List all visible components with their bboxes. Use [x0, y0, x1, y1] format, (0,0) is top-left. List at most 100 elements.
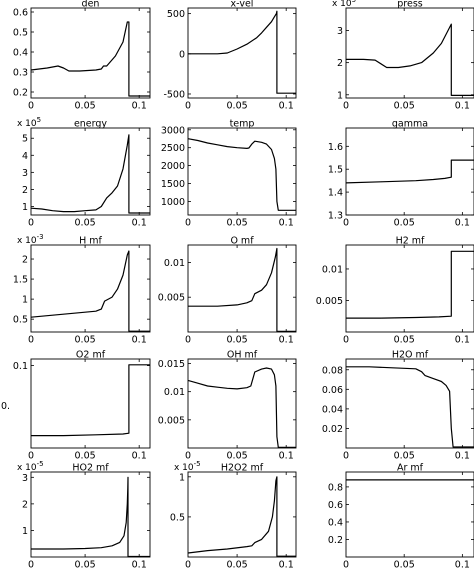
axes-frame-h2o2-mf — [187, 471, 297, 558]
panel-title-gamma: gamma — [392, 119, 428, 130]
ytick-label: 4 — [22, 151, 28, 162]
ytick-label: 3 — [22, 473, 28, 484]
xtick-label: 0.05 — [227, 218, 248, 229]
panel-title-h2o-mf: H2O mf — [392, 350, 429, 361]
xtick-label: 0.1 — [455, 101, 470, 112]
panel-title-energy: energy — [74, 119, 107, 130]
panel-title-den: den — [82, 0, 100, 10]
xtick-label: 0.05 — [394, 451, 415, 462]
xtick-label: 0.1 — [132, 218, 147, 229]
panel-title-h-mf: H mf — [79, 236, 102, 247]
series-line-o-mf — [188, 247, 296, 332]
xtick-label: 0 — [185, 218, 191, 229]
xtick-label: 0.1 — [455, 335, 470, 346]
panel-title-temp: temp — [230, 119, 255, 130]
xtick-label: 0 — [343, 560, 349, 568]
ytick-label: 0.6 — [328, 500, 343, 511]
series-line-h2o-mf — [346, 366, 474, 448]
xtick-label: 0.05 — [227, 335, 248, 346]
xtick-label: 0.05 — [75, 101, 96, 112]
axes-frame-gamma — [345, 127, 474, 216]
ytick-label: 2 — [22, 185, 28, 196]
xtick-label: 0.05 — [227, 451, 248, 462]
xtick-label: 0.05 — [75, 335, 96, 346]
series-line-oh-mf — [187, 367, 296, 448]
ytick-label: 1 — [337, 90, 343, 101]
xtick-label: 0.1 — [132, 560, 147, 568]
panel-title-oh-mf: OH mf — [227, 350, 258, 361]
panel-h2-mf: H2 mf 0.005 0.01 0.05 0.1 0 — [316, 236, 474, 346]
series-line-press — [346, 23, 474, 96]
series-line-h2-mf — [346, 250, 474, 319]
xtick-label: 0.1 — [132, 101, 147, 112]
xtick-label: 0 — [28, 101, 34, 112]
exponent-label-h2o2-mf: x 10-5 — [174, 460, 201, 473]
ytick-label: 0.005 — [316, 296, 343, 307]
ytick-label: -500 — [163, 89, 185, 100]
ytick-label: 0.01 — [322, 264, 343, 275]
axes-frame-press — [345, 7, 474, 99]
ytick-label: 1 — [22, 202, 28, 213]
ytick-label: 2 — [337, 58, 343, 69]
ytick-label: 0.4 — [328, 517, 343, 528]
panel-title-h2o2-mf: H2O2 mf — [221, 463, 264, 474]
ytick-label: 1.4 — [328, 188, 343, 199]
ytick-label: 0.015 — [158, 359, 185, 370]
xtick-label: 0 — [28, 560, 34, 568]
xtick-label: 0 — [28, 335, 34, 346]
ytick-label: 0.5 — [13, 28, 28, 39]
xtick-label: 0 — [343, 101, 349, 112]
axes-frame-den — [30, 7, 151, 99]
xtick-label: 0.05 — [227, 101, 248, 112]
ytick-label: 0.06 — [322, 385, 343, 396]
ytick-label: 0.5 — [170, 512, 185, 523]
panel-ar-mf: Ar mf 0.2 0.4 0.6 0.8 0.05 0.1 0 — [328, 463, 474, 568]
xtick-label: 0.1 — [279, 101, 294, 112]
xtick-label: 0 — [343, 218, 349, 229]
xtick-label: 0.05 — [394, 218, 415, 229]
ytick-label: 0.3 — [13, 68, 28, 79]
panel-press: press x 105 1 2 3 0.05 0.1 0 — [332, 0, 474, 112]
ytick-label-clipped: 0. — [1, 401, 10, 412]
ytick-label: 0.1 — [13, 361, 28, 372]
ytick-label: 0.005 — [158, 293, 185, 304]
ytick-label: 3 — [22, 168, 28, 179]
ytick-label: 1000 — [161, 197, 185, 208]
panel-oh-mf: OH mf 0.005 0.01 0.015 0.05 0.1 0 — [158, 350, 297, 462]
xtick-label: 0.1 — [132, 451, 147, 462]
ytick-label: 1 — [22, 295, 28, 306]
xtick-label: 0 — [343, 451, 349, 462]
series-line-h2o2-mf — [187, 476, 296, 557]
ytick-label: 1 — [179, 472, 185, 483]
ytick-label: 0.4 — [13, 48, 28, 59]
xtick-label: 0 — [185, 335, 191, 346]
xtick-label: 0 — [343, 335, 349, 346]
ytick-label: 2 — [22, 499, 28, 510]
axes-frame-ar-mf — [345, 471, 474, 558]
axes-frame-temp — [187, 127, 297, 216]
xtick-label: 0.05 — [75, 218, 96, 229]
ytick-label: 1.6 — [328, 142, 343, 153]
xtick-label: 0 — [185, 560, 191, 568]
xtick-label: 0.05 — [394, 101, 415, 112]
axes-frame-x-vel — [187, 7, 297, 99]
exponent-label-energy: x 105 — [17, 116, 41, 129]
panel-title-press: press — [397, 0, 423, 10]
ytick-label: 0.2 — [328, 535, 343, 546]
xtick-label: 0.1 — [455, 218, 470, 229]
series-line-o2-mf — [31, 364, 150, 437]
axes-frame-h2-mf — [345, 244, 474, 333]
series-line-x-vel — [188, 10, 296, 94]
ytick-label: 1.5 — [328, 165, 343, 176]
xtick-label: 0.05 — [394, 335, 415, 346]
xtick-label: 0 — [28, 218, 34, 229]
axes-frame-o-mf — [187, 244, 297, 333]
panel-title-ar-mf: Ar mf — [397, 463, 424, 474]
panel-title-ho2-mf: HO2 mf — [72, 463, 109, 474]
ytick-label: 0.6 — [13, 8, 28, 19]
series-line-gamma — [345, 159, 474, 184]
ytick-label: 0.8 — [328, 482, 343, 493]
axes-frame-ho2-mf — [30, 471, 151, 558]
panel-title-o-mf: O mf — [230, 236, 254, 247]
